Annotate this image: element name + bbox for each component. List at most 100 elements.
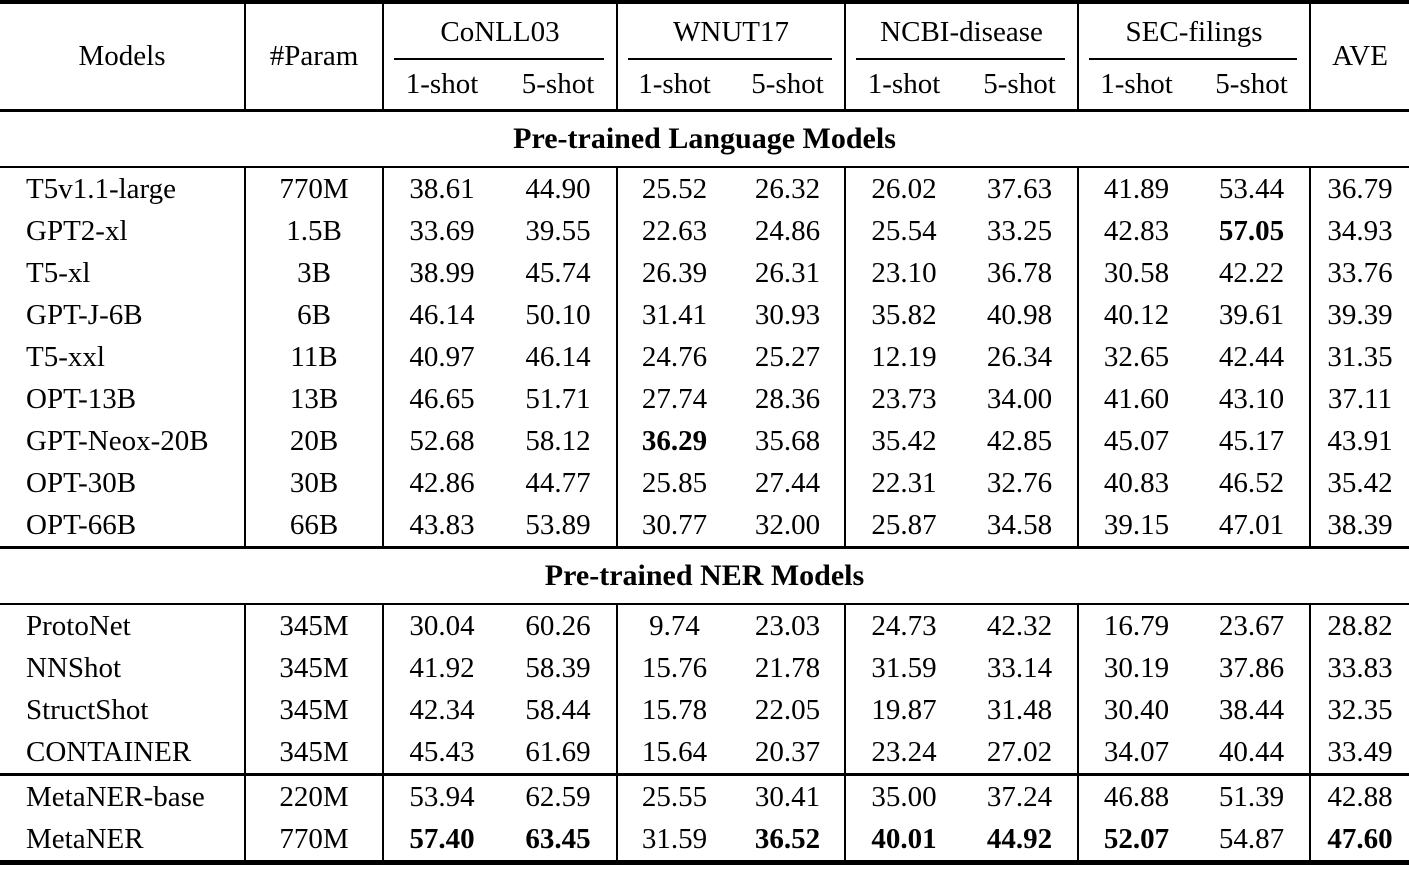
score-value: 43.10 — [1194, 378, 1312, 420]
score-value: 37.24 — [962, 773, 1080, 818]
model-name: T5-xxl — [0, 336, 246, 378]
score-value: 52.68 — [409, 424, 475, 457]
table-row: T5-xxl 11B 40.97 46.14 24.76 25.27 12.19 26.34 3… — [0, 336, 1409, 378]
score-value: 58.12 — [500, 420, 618, 462]
model-name: OPT-13B — [0, 378, 246, 420]
group-label: SEC-filings — [1125, 15, 1263, 48]
score-value: 23.67 — [1194, 604, 1312, 647]
score-value: 20.37 — [731, 731, 847, 775]
table-row: OPT-13B 13B 46.65 51.71 27.74 28.36 23.73 34.00… — [0, 378, 1409, 420]
score-value: 32.00 — [731, 504, 847, 548]
score-value: 46.14 — [500, 336, 618, 378]
ave-value: 38.39 — [1327, 508, 1393, 541]
param-value: 11B — [245, 336, 384, 378]
ave-value: 42.88 — [1310, 773, 1409, 818]
table-row: CONTAINER 345M 45.43 61.69 15.64 20.37 23.24 27… — [0, 731, 1409, 775]
score-value: 42.34 — [409, 693, 475, 726]
score-value: 15.64 — [641, 735, 708, 768]
score-value: 34.07 — [1103, 735, 1170, 768]
score-value: 15.76 — [641, 651, 708, 684]
score-value: 39.61 — [1194, 294, 1312, 336]
score-value: 51.71 — [500, 378, 618, 420]
score-value: 22.31 — [871, 466, 937, 499]
group-label: NCBI-disease — [880, 15, 1043, 48]
cmidrule — [856, 58, 1066, 60]
score-value: 26.34 — [962, 336, 1080, 378]
table-body: Pre-trained Language Models T5v1.1-large 7… — [0, 109, 1409, 863]
score-value: 35.42 — [871, 424, 937, 457]
score-value: 30.41 — [731, 773, 847, 818]
model-name: ProtoNet — [0, 604, 246, 647]
ave-value: 31.35 — [1327, 340, 1393, 373]
score-value: 30.19 — [1103, 651, 1170, 684]
score-value: 38.99 — [409, 256, 475, 289]
score-value: 28.36 — [731, 378, 847, 420]
group-header-ncbi-disease: NCBI-disease — [845, 2, 1080, 60]
score-value: 50.10 — [500, 294, 618, 336]
score-value: 40.12 — [1103, 298, 1170, 331]
score-value: 33.25 — [962, 210, 1080, 252]
score-value: 12.19 — [871, 340, 937, 373]
score-value: 54.87 — [1194, 818, 1312, 863]
score-value: 35.00 — [845, 773, 963, 818]
section-title: Pre-trained NER Models — [0, 546, 1409, 605]
param-value: 345M — [245, 731, 384, 775]
score-value: 36.78 — [962, 252, 1080, 294]
subcol-header-5shot: 5-shot — [1194, 60, 1312, 111]
score-value: 53.44 — [1194, 167, 1312, 210]
score-value: 40.01 — [871, 822, 937, 855]
score-value: 31.59 — [871, 651, 937, 684]
table-row: ProtoNet 345M 30.04 60.26 9.74 23.03 24.73 42.3… — [0, 604, 1409, 647]
ave-value: 35.42 — [1327, 466, 1393, 499]
ave-value: 47.60 — [1327, 822, 1393, 855]
score-value: 33.69 — [409, 214, 475, 247]
score-value: 25.27 — [731, 336, 847, 378]
col-header-models: Models — [0, 2, 246, 111]
score-value: 27.02 — [962, 731, 1080, 775]
cmidrule — [628, 58, 833, 60]
score-value: 60.26 — [500, 604, 618, 647]
table-row: MetaNER-base 220M 53.94 62.59 25.55 30.41 35.0… — [0, 773, 1409, 818]
score-value: 40.97 — [409, 340, 475, 373]
table-row: StructShot 345M 42.34 58.44 15.78 22.05 19.87 3… — [0, 689, 1409, 731]
score-value: 38.61 — [409, 172, 475, 205]
param-value: 30B — [245, 462, 384, 504]
param-value: 345M — [245, 647, 384, 689]
score-value: 63.45 — [500, 818, 618, 863]
score-value: 26.39 — [641, 256, 708, 289]
score-value: 15.78 — [641, 693, 708, 726]
param-value: 1.5B — [245, 210, 384, 252]
score-value: 46.52 — [1194, 462, 1312, 504]
score-value: 37.63 — [962, 167, 1080, 210]
score-value: 25.55 — [617, 773, 731, 818]
group-header-sec-filings: SEC-filings — [1078, 2, 1312, 60]
model-name: OPT-66B — [0, 504, 246, 548]
score-value: 34.00 — [962, 378, 1080, 420]
score-value: 37.86 — [1194, 647, 1312, 689]
score-value: 57.05 — [1194, 210, 1312, 252]
subcol-header-5shot: 5-shot — [731, 60, 847, 111]
group-label: CoNLL03 — [440, 15, 560, 48]
subcol-header-1shot: 1-shot — [405, 68, 479, 100]
section-title-row: Pre-trained Language Models — [0, 109, 1409, 168]
ave-value: 33.76 — [1327, 256, 1393, 289]
score-value: 40.83 — [1103, 466, 1170, 499]
score-value: 31.48 — [962, 689, 1080, 731]
score-value: 24.76 — [641, 340, 708, 373]
score-value: 31.41 — [641, 298, 708, 331]
table-row: GPT2-xl 1.5B 33.69 39.55 22.63 24.86 25.54 33.2… — [0, 210, 1409, 252]
score-value: 39.55 — [500, 210, 618, 252]
score-value: 30.77 — [641, 508, 708, 541]
ave-value: 33.49 — [1327, 735, 1393, 768]
score-value: 30.58 — [1103, 256, 1170, 289]
score-value: 25.87 — [871, 508, 937, 541]
score-value: 23.10 — [871, 256, 937, 289]
cmidrule — [394, 58, 604, 60]
score-value: 44.90 — [500, 167, 618, 210]
model-name: MetaNER-base — [0, 773, 246, 818]
score-value: 23.24 — [871, 735, 937, 768]
ave-value: 37.11 — [1327, 382, 1393, 415]
table-header: Models #Param CoNLL03 WNUT17 NCBI-diseas… — [0, 2, 1409, 111]
score-value: 22.05 — [731, 689, 847, 731]
score-value: 26.31 — [731, 252, 847, 294]
